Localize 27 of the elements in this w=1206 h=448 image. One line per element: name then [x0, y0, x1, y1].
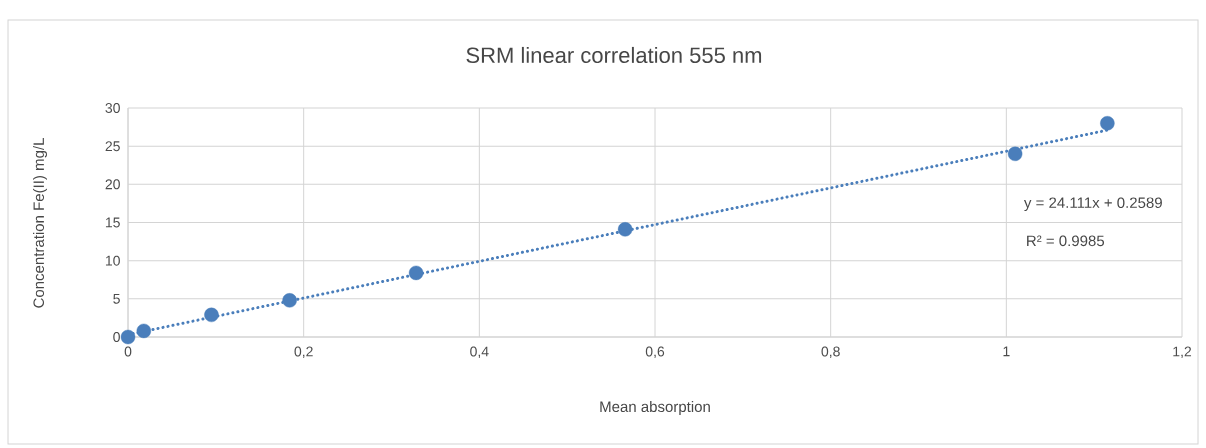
point [408, 265, 424, 281]
annotation: y = 24.111x + 0.2589 [1023, 197, 1162, 211]
annotation: R² = 0.9985 [1027, 235, 1105, 247]
y-tick-label: 25 [105, 141, 120, 152]
y-axis-title: Concentration Fe(II) mg/L [33, 138, 47, 308]
x-tick-label: 1,2 [1173, 346, 1192, 359]
y-tick-label: 10 [105, 255, 120, 266]
y-tick-label: 20 [105, 179, 120, 190]
y-tick-label: 0 [113, 332, 120, 342]
x-axis-title: Mean absorption [600, 401, 710, 415]
x-tick-label: 0,8 [821, 346, 840, 359]
y-tick-label: 30 [105, 103, 120, 113]
x-tick-label: 0,6 [645, 346, 665, 359]
x-tick-label: 0,4 [470, 346, 489, 359]
point [1007, 146, 1023, 161]
x-tick-label: 1 [1003, 346, 1010, 357]
point [617, 222, 633, 237]
x-tick-label: 0,2 [294, 346, 313, 359]
point [282, 293, 297, 308]
point [120, 329, 136, 345]
x-tick-label: 0 [124, 346, 132, 357]
point [136, 323, 152, 339]
point [204, 307, 219, 323]
point [1100, 116, 1115, 131]
y-tick-label: 15 [105, 217, 120, 228]
y-tick-label: 5 [113, 293, 120, 304]
chart-title: SRM linear correlation 555 nm [466, 46, 762, 64]
